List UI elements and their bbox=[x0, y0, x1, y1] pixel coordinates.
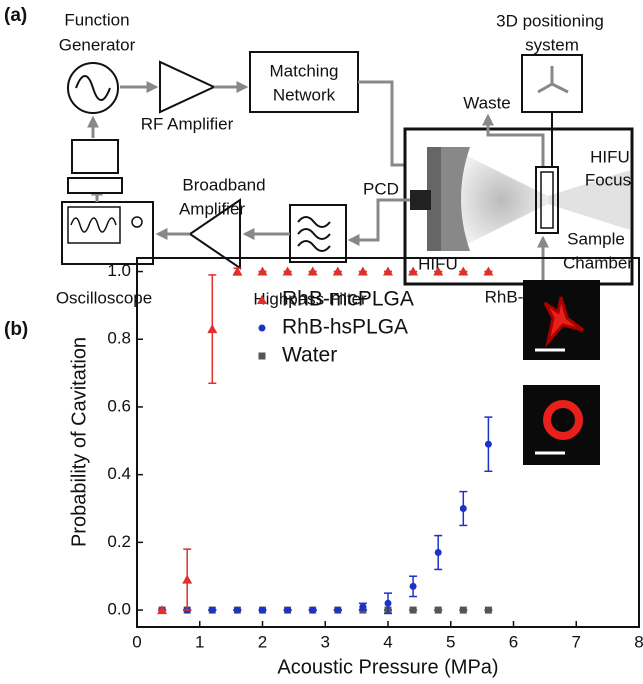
label: Chamber bbox=[563, 253, 633, 272]
label: Matching bbox=[270, 61, 339, 80]
data-point bbox=[359, 603, 367, 611]
broadband-amplifier bbox=[188, 198, 241, 270]
data-point bbox=[459, 606, 467, 614]
x-tick-label: 6 bbox=[509, 632, 518, 651]
rf-amplifier bbox=[159, 60, 217, 114]
data-point bbox=[459, 505, 467, 513]
y-tick-label: 0.0 bbox=[107, 600, 131, 619]
sample-tube bbox=[540, 171, 554, 229]
label: Broadband bbox=[182, 175, 265, 194]
inset-particle bbox=[543, 296, 584, 348]
x-tick-label: 1 bbox=[195, 632, 204, 651]
matching-network bbox=[249, 51, 359, 113]
data-point bbox=[259, 606, 266, 614]
data-point bbox=[383, 266, 393, 276]
label: HIFU bbox=[590, 147, 630, 166]
pcd-sensor bbox=[410, 190, 431, 210]
computer-monitor bbox=[71, 139, 119, 174]
label: PCD bbox=[363, 179, 399, 198]
data-point bbox=[182, 574, 193, 584]
data-point bbox=[157, 605, 168, 615]
scope-knob bbox=[131, 216, 143, 228]
data-point bbox=[307, 266, 318, 276]
data-point bbox=[483, 266, 494, 276]
legend-marker bbox=[258, 352, 266, 360]
data-point bbox=[257, 266, 268, 276]
computer-keyboard bbox=[67, 177, 123, 194]
legend-label: RhB-mcPLGA bbox=[282, 288, 414, 311]
panel-label: (b) bbox=[4, 319, 28, 340]
beam bbox=[455, 150, 548, 250]
hifu-transducer bbox=[427, 147, 441, 251]
chart: 0 1 2 3 4 5 6 7 8 0.0 0.2 0.4 0.6 0.8 1.0 RhB-mcPLGA RhB… bbox=[107, 257, 643, 651]
data-point bbox=[284, 606, 292, 614]
data-point bbox=[207, 324, 218, 334]
label: Sample bbox=[567, 229, 625, 248]
data-point bbox=[408, 266, 419, 276]
x-tick-label: 8 bbox=[634, 632, 643, 651]
data-point bbox=[233, 606, 241, 614]
sine-icon bbox=[75, 75, 111, 101]
label: Amplifier bbox=[179, 199, 245, 218]
label: Generator bbox=[59, 35, 136, 54]
data-point bbox=[332, 266, 343, 276]
data-point bbox=[309, 606, 317, 614]
y-axis-label: Probability of Cavitation bbox=[68, 337, 90, 547]
data-point bbox=[434, 549, 442, 557]
data-point bbox=[458, 266, 469, 276]
data-point bbox=[433, 266, 444, 276]
data-point bbox=[334, 606, 342, 614]
arrow bbox=[347, 198, 410, 246]
label: 3D positioning bbox=[496, 11, 604, 30]
filter-icon bbox=[297, 216, 331, 252]
label: system bbox=[525, 35, 579, 54]
label: Oscilloscope bbox=[56, 288, 152, 307]
axes-icon bbox=[537, 66, 569, 94]
data-point bbox=[484, 606, 492, 614]
data-point bbox=[409, 606, 417, 614]
legend-label: RhB-hsPLGA bbox=[282, 316, 408, 339]
label: Highpass Filter bbox=[253, 289, 367, 308]
inset-particle bbox=[543, 400, 583, 440]
data-point bbox=[282, 266, 293, 276]
data-point bbox=[434, 606, 442, 614]
label: Focus bbox=[585, 170, 631, 189]
label: Waste bbox=[463, 93, 511, 112]
sample-chamber bbox=[535, 166, 559, 234]
panel-label: (a) bbox=[4, 5, 27, 26]
data-point bbox=[208, 606, 216, 614]
scope-wave bbox=[70, 217, 117, 233]
legend-marker bbox=[258, 324, 266, 332]
hifu-dish bbox=[441, 147, 470, 251]
y-tick-label: 0.2 bbox=[107, 532, 131, 551]
y-tick-label: 1.0 bbox=[107, 261, 131, 280]
legend-label: Water bbox=[282, 344, 337, 367]
label: HIFU bbox=[418, 254, 458, 273]
data-point bbox=[484, 440, 492, 448]
label: RF Amplifier bbox=[141, 114, 234, 133]
x-axis-label: Acoustic Pressure (MPa) bbox=[277, 656, 498, 678]
x-tick-label: 7 bbox=[572, 632, 581, 651]
label: Network bbox=[273, 85, 336, 104]
legend-marker bbox=[257, 295, 267, 304]
x-tick-label: 0 bbox=[132, 632, 141, 651]
x-tick-label: 2 bbox=[258, 632, 267, 651]
data-point bbox=[357, 266, 368, 276]
arrow bbox=[482, 113, 545, 168]
data-point bbox=[409, 582, 417, 590]
y-tick-label: 0.4 bbox=[107, 464, 131, 483]
beam bbox=[548, 170, 630, 230]
data-point bbox=[384, 599, 392, 607]
x-tick-label: 5 bbox=[446, 632, 455, 651]
setup-diagram: (a) Function Generator RF Amplifier Matc… bbox=[4, 5, 634, 308]
label: Function bbox=[64, 10, 129, 29]
x-tick-label: 4 bbox=[383, 632, 392, 651]
y-tick-label: 0.6 bbox=[107, 396, 131, 415]
data-point bbox=[232, 266, 243, 276]
y-tick-label: 0.8 bbox=[107, 329, 131, 348]
x-tick-label: 3 bbox=[321, 632, 330, 651]
scope-screen bbox=[67, 206, 121, 244]
